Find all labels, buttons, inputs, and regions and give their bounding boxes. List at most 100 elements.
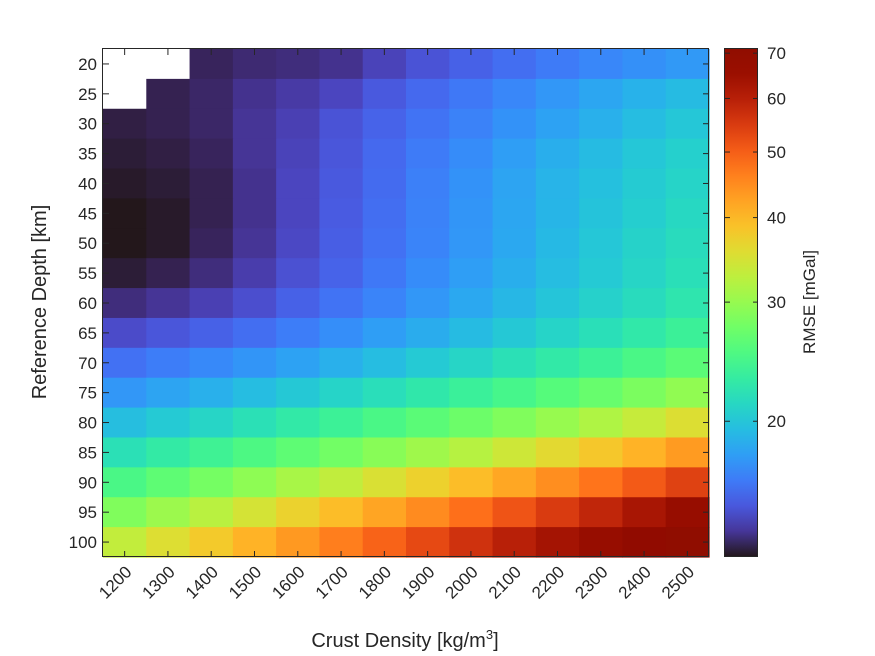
heatmap-cell — [579, 198, 624, 229]
heatmap-cell — [362, 228, 407, 259]
x-tick-label: 2500 — [658, 562, 698, 602]
heatmap-cell — [406, 437, 450, 468]
heatmap-cell — [319, 288, 364, 319]
x-tick-label: 2400 — [615, 562, 655, 602]
x-tick-label: 2300 — [571, 562, 611, 602]
heatmap-cell — [622, 437, 667, 468]
heatmap-cell — [449, 168, 494, 200]
heatmap-cell — [406, 168, 450, 200]
heatmap-cell — [146, 228, 191, 259]
heatmap-cell — [449, 198, 494, 229]
heatmap-cell — [232, 228, 277, 259]
heatmap-cell — [535, 347, 580, 379]
heatmap-cell — [535, 437, 580, 468]
heatmap-cell — [622, 138, 667, 170]
heatmap-cell — [189, 108, 234, 140]
heatmap-cell — [579, 437, 624, 468]
heatmap-cell — [362, 198, 407, 229]
y-tick-label: 95 — [78, 503, 97, 522]
heatmap-cell — [579, 78, 624, 110]
heatmap-cell — [362, 377, 407, 409]
heatmap-cell — [492, 347, 537, 379]
heatmap-cell — [146, 347, 191, 379]
heatmap-cell — [319, 228, 364, 259]
heatmap-cell — [232, 407, 277, 439]
x-tick-label: 2100 — [485, 562, 525, 602]
y-axis-ticks: 20 25 30 35 40 45 50 55 60 65 70 75 80 85 90 95 100 — [69, 55, 709, 552]
heatmap-cell — [535, 497, 580, 528]
y-tick-label: 85 — [78, 443, 97, 462]
heatmap-cell — [276, 138, 321, 170]
heatmap-cell — [319, 467, 364, 498]
heatmap-cell — [406, 467, 450, 498]
heatmap-cell — [622, 108, 667, 140]
heatmap-cell — [189, 407, 234, 439]
heatmap-cell — [146, 168, 191, 200]
heatmap-cell — [232, 168, 277, 200]
heatmap-cell — [622, 288, 667, 319]
heatmap-cell — [276, 467, 321, 498]
heatmap-cell — [362, 437, 407, 468]
heatmap-cell — [665, 78, 710, 110]
heatmap-cell — [232, 198, 277, 229]
heatmap-cell — [189, 347, 234, 379]
heatmap-cell — [276, 407, 321, 439]
heatmap-cell — [362, 467, 407, 498]
heatmap-cell — [276, 288, 321, 319]
y-tick-label: 80 — [78, 414, 97, 433]
heatmap-cell — [189, 377, 234, 409]
heatmap-cell — [103, 168, 147, 200]
heatmap-cell — [146, 377, 191, 409]
heatmap-cell — [362, 258, 407, 289]
heatmap-cell — [449, 497, 494, 528]
heatmap-cell — [362, 407, 407, 439]
heatmap-cell — [319, 168, 364, 200]
heatmap-cell — [103, 288, 147, 319]
heatmap-cell — [319, 108, 364, 140]
heatmap-cell — [622, 198, 667, 229]
x-tick-label: 2200 — [528, 562, 568, 602]
heatmap-cell — [189, 198, 234, 229]
heatmap-cell — [665, 258, 710, 289]
heatmap-cell — [406, 377, 450, 409]
x-tick-label: 1500 — [225, 562, 265, 602]
heatmap-cell — [103, 407, 147, 439]
heatmap-cell — [665, 138, 710, 170]
x-axis-label: Crust Density [kg/m3] — [311, 627, 498, 652]
heatmap-cell — [146, 78, 191, 110]
heatmap-cell — [579, 138, 624, 170]
heatmap-cell — [232, 108, 277, 140]
heatmap-cell — [189, 437, 234, 468]
heatmap-cell — [406, 198, 450, 229]
heatmap-cell — [449, 407, 494, 439]
heatmap-cell — [579, 467, 624, 498]
y-tick-label: 25 — [78, 85, 97, 104]
heatmap-cell — [103, 258, 147, 289]
heatmap-cell — [362, 347, 407, 379]
heatmap-cell — [406, 317, 450, 349]
heatmap-cell — [232, 317, 277, 349]
heatmap-cell — [276, 108, 321, 140]
heatmap-cell — [449, 228, 494, 259]
x-tick-label: 2000 — [442, 562, 482, 602]
heatmap-cell — [579, 377, 624, 409]
heatmap-cell — [622, 407, 667, 439]
heatmap-cell — [535, 407, 580, 439]
heatmap-cell — [449, 347, 494, 379]
heatmap-cell — [492, 437, 537, 468]
y-tick-label: 50 — [78, 234, 97, 253]
heatmap-cell — [622, 258, 667, 289]
heatmap-cell — [362, 317, 407, 349]
heatmap-cell — [535, 138, 580, 170]
x-tick-label: 1900 — [398, 562, 438, 602]
heatmap-cell — [189, 497, 234, 528]
heatmap-cell — [535, 288, 580, 319]
heatmap-cell — [406, 288, 450, 319]
heatmap-cell — [622, 168, 667, 200]
heatmap-cell — [449, 138, 494, 170]
heatmap-cell — [492, 467, 537, 498]
heatmap-cell — [146, 288, 191, 319]
heatmap-cell — [189, 78, 234, 110]
heatmap-cell — [665, 198, 710, 229]
heatmap-cell — [449, 108, 494, 140]
